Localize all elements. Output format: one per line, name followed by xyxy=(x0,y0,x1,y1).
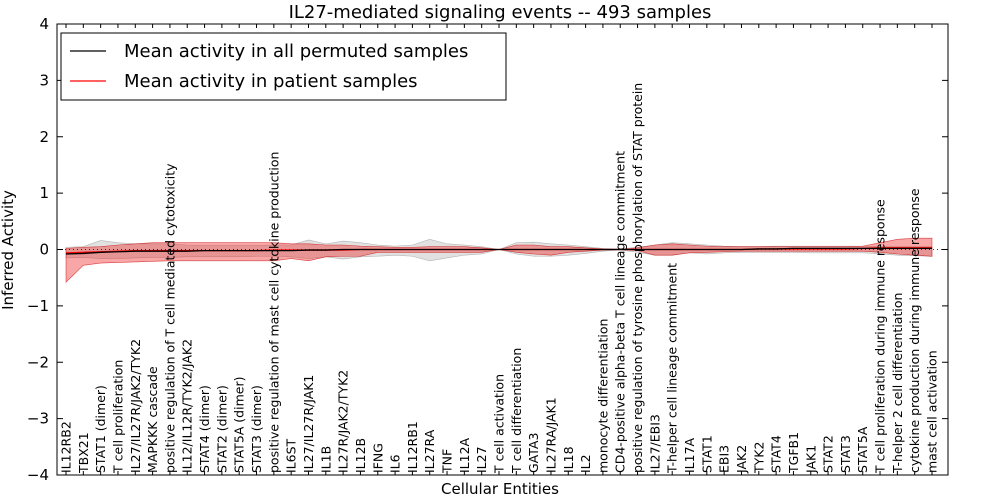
category-label: STAT1 (dimer) xyxy=(93,385,108,473)
chart-title: IL27-mediated signaling events -- 493 sa… xyxy=(289,2,712,23)
category-label: TYK2 xyxy=(751,442,766,474)
category-label: IL1B xyxy=(318,446,333,473)
category-label: T-helper cell lineage commitment xyxy=(665,263,680,474)
y-tick-label: 2 xyxy=(39,128,49,146)
category-label: GATA3 xyxy=(526,433,541,473)
y-tick-label: −2 xyxy=(27,353,49,371)
category-label: cytokine production during immune respon… xyxy=(907,188,922,473)
category-label: IL27/IL27R/JAK1 xyxy=(301,375,316,473)
category-label: T-helper 2 cell differentiation xyxy=(890,293,905,474)
category-label: STAT1 xyxy=(699,435,714,473)
legend: Mean activity in all permuted samples Me… xyxy=(60,32,507,101)
category-label: CD4-positive alpha-beta T cell lineage c… xyxy=(613,151,628,473)
y-tick-label: 0 xyxy=(39,241,49,259)
legend-label-patient: Mean activity in patient samples xyxy=(124,71,418,92)
category-label: IL17A xyxy=(682,437,697,473)
y-axis: −4 −3 −2 −1 0 1 2 3 4 xyxy=(27,15,948,484)
category-label: T cell activation xyxy=(492,374,507,474)
category-label: T cell proliferation xyxy=(110,360,125,474)
y-tick-label: 3 xyxy=(39,71,49,89)
category-label: STAT2 xyxy=(821,435,836,473)
category-label: IL27/IL27R/JAK2/TYK2 xyxy=(128,339,143,473)
category-label: monocyte differentiation xyxy=(595,319,610,473)
category-label: IL2 xyxy=(578,454,593,473)
series-lines xyxy=(65,247,932,255)
category-label: STAT4 xyxy=(769,435,784,473)
category-label: IFNG xyxy=(370,443,385,473)
y-tick-label: −4 xyxy=(27,466,49,484)
legend-box xyxy=(60,32,507,101)
y-axis-label: Inferred Activity xyxy=(0,190,17,310)
category-label: IL12RB1 xyxy=(405,421,420,473)
category-label: STAT2 (dimer) xyxy=(214,385,229,473)
category-label: IL27 xyxy=(474,446,489,473)
category-label: T cell differentiation xyxy=(509,348,524,474)
category-label: IL6ST xyxy=(284,438,299,473)
category-label: mast cell activation xyxy=(925,350,940,473)
category-label: IL12/IL12R/TYK2/JAK2 xyxy=(180,339,195,473)
category-label: EBI3 xyxy=(717,445,732,473)
category-label: TBX21 xyxy=(76,432,91,474)
series-line-permuted xyxy=(65,247,932,255)
category-label: IL12A xyxy=(457,437,472,473)
category-label: STAT3 (dimer) xyxy=(249,385,264,473)
category-label: STAT5A xyxy=(855,426,870,473)
x-axis xyxy=(65,24,933,475)
y-tick-label: −1 xyxy=(27,297,49,315)
category-label: IL12RB2 xyxy=(59,421,74,473)
category-label: IL27RA xyxy=(422,429,437,473)
category-label: positive regulation of T cell mediated c… xyxy=(162,163,177,473)
category-label: IL27R/JAK2/TYK2 xyxy=(336,370,351,473)
category-label: TGFB1 xyxy=(786,432,801,474)
category-label: IL18 xyxy=(561,446,576,473)
category-label: JAK2 xyxy=(734,445,749,474)
category-labels: IL12RB2 TBX21 STAT1 (dimer) T cell prolifer… xyxy=(59,83,940,474)
category-label: MAPKKK cascade xyxy=(145,366,160,473)
category-label: IL12B xyxy=(353,438,368,473)
category-label: IL6 xyxy=(388,454,403,473)
category-label: STAT3 xyxy=(838,435,853,473)
category-label: IL27RA/JAK1 xyxy=(543,397,558,473)
x-axis-label: Cellular Entities xyxy=(441,480,559,498)
legend-label-permuted: Mean activity in all permuted samples xyxy=(124,41,468,62)
y-tick-label: −3 xyxy=(27,410,49,428)
category-label: IL27/EBI3 xyxy=(647,414,662,473)
category-label: positive regulation of mast cell cytokin… xyxy=(266,152,281,473)
y-tick-label: 4 xyxy=(39,15,49,33)
category-label: TNF xyxy=(440,449,455,474)
y-tick-label: 1 xyxy=(39,184,49,202)
category-label: JAK1 xyxy=(803,445,818,474)
category-label: STAT4 (dimer) xyxy=(197,385,212,473)
category-label: STAT5A (dimer) xyxy=(232,377,247,473)
category-label: T cell proliferation during immune respo… xyxy=(873,199,888,474)
category-label: positive regulation of tyrosine phosphor… xyxy=(630,83,645,473)
